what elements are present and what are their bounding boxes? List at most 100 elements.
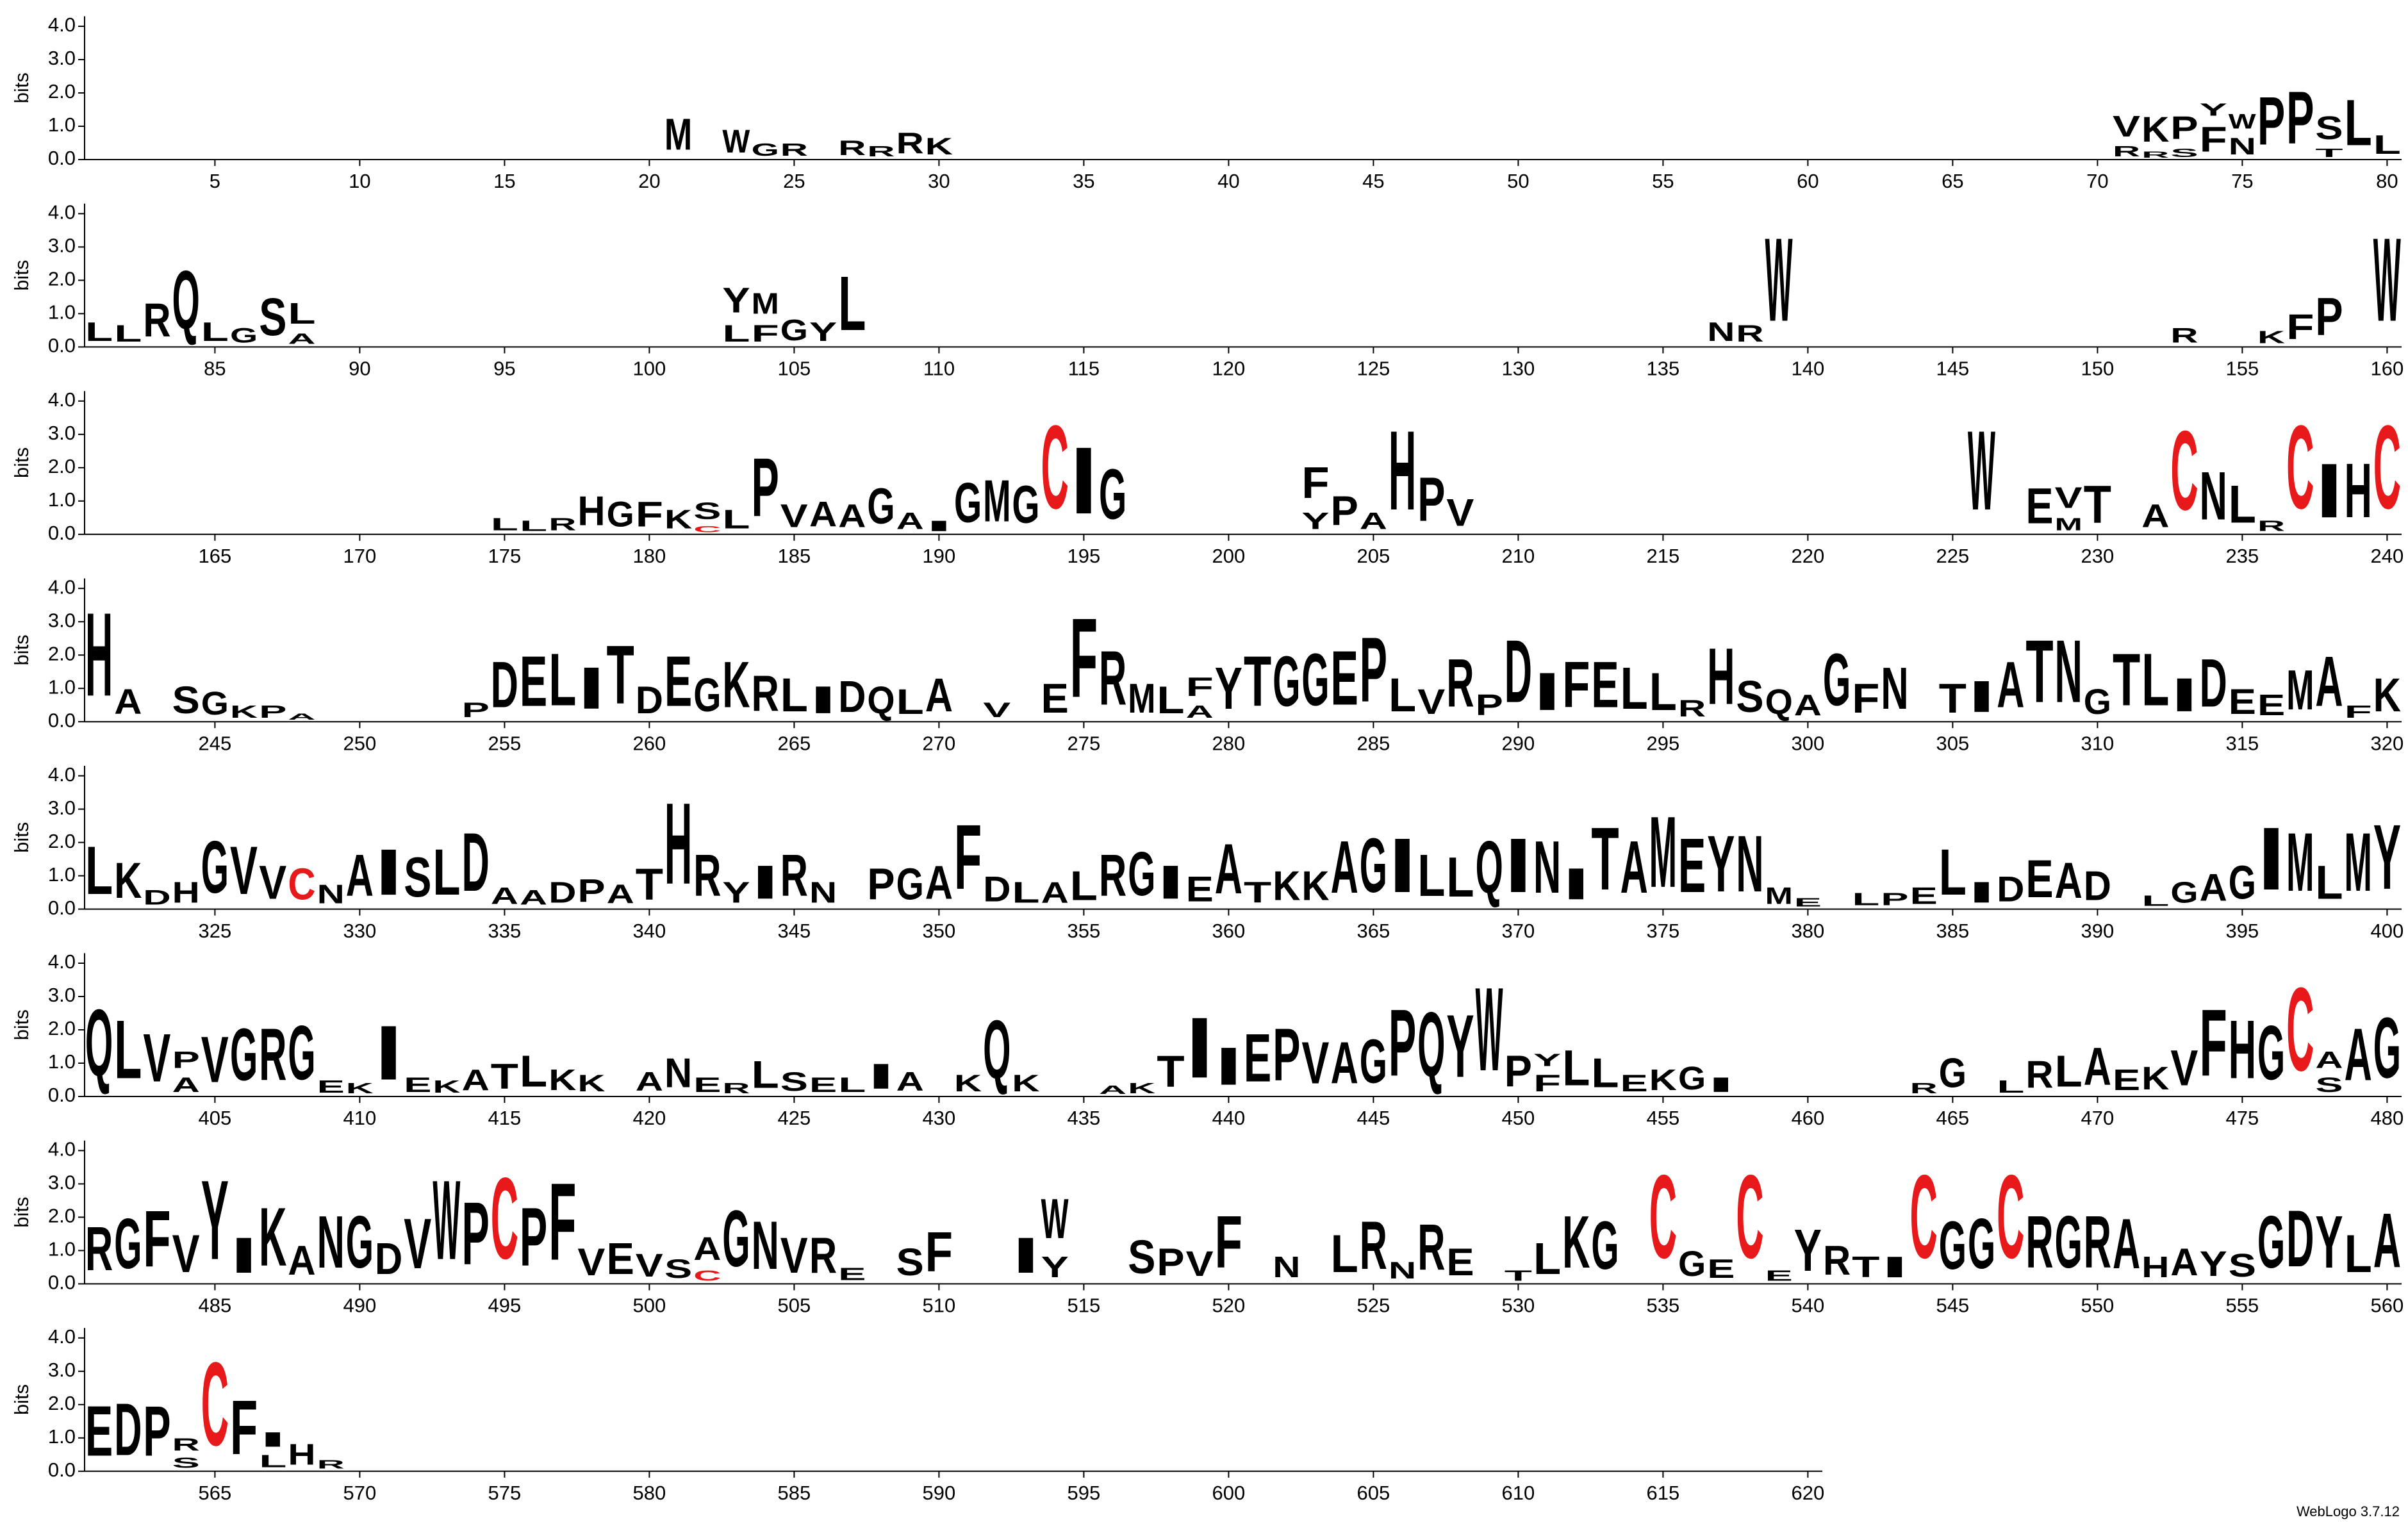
logo-letter: R: [1736, 320, 1763, 347]
logo-letter: E: [1678, 822, 1706, 909]
x-tick-label: 585: [778, 1482, 811, 1504]
y-tick-label: 2.0: [48, 80, 76, 103]
logo-letter: S: [2315, 110, 2343, 146]
logo-letter: G: [2170, 876, 2198, 909]
logo-letter: K: [577, 1070, 605, 1096]
x-tick-label: 55: [1652, 170, 1674, 192]
logo-letter: P: [520, 1190, 547, 1284]
x-tick-label: 475: [2226, 1107, 2259, 1129]
y-tick-label: 0.0: [48, 335, 76, 357]
logo-letter: R: [896, 127, 924, 160]
logo-letter: M: [2055, 514, 2082, 534]
x-tick-label: 220: [1792, 545, 1825, 567]
logo-letter: W: [1968, 408, 1995, 534]
logo-letter: M: [1128, 675, 1155, 722]
logo-letter: E: [1765, 1268, 1793, 1284]
logo-letter: E: [1620, 1070, 1648, 1097]
logo-letter: E: [1794, 896, 1822, 909]
logo-letter: D: [114, 1387, 142, 1471]
logo-letter: F: [1301, 457, 1329, 507]
logo-letter: D: [2200, 646, 2227, 722]
logo-letter: L: [1012, 875, 1039, 909]
logo-letter: S: [896, 1241, 924, 1284]
logo-letter: A: [288, 712, 315, 722]
x-tick-label: 150: [2081, 358, 2115, 380]
logo-letter: P: [462, 699, 490, 722]
logo-letter: N: [1273, 1251, 1300, 1284]
logo-letter: M: [664, 110, 692, 160]
logo-letter: N: [1707, 317, 1735, 347]
logo-letter: G: [2257, 1202, 2285, 1284]
logo-letter: G: [1360, 822, 1387, 909]
logo-letter: V: [1446, 491, 1474, 534]
logo-letter: K: [1128, 1080, 1156, 1096]
logo-letter: T: [2113, 639, 2140, 722]
logo-letter: G: [1823, 639, 1851, 722]
logo-letter: L: [1417, 843, 1445, 909]
x-tick-label: 470: [2081, 1107, 2115, 1129]
logo-letter: E: [404, 1073, 431, 1096]
logo-letter: S: [1128, 1230, 1155, 1284]
x-tick-label: 230: [2081, 545, 2115, 567]
y-tick-label: 1.0: [48, 488, 76, 511]
logo-letter: Y: [1794, 1217, 1822, 1283]
logo-letter: P: [2286, 76, 2314, 159]
logo-letter: F: [2345, 702, 2372, 722]
x-tick-label: 110: [923, 358, 955, 380]
x-tick-label: 275: [1068, 732, 1101, 754]
logo-letter: Y: [722, 875, 750, 909]
logo-letter: L: [1939, 835, 1967, 909]
logo-letter: A: [1215, 829, 1242, 909]
x-tick-label: 485: [199, 1295, 232, 1317]
logo-letter: I: [2170, 668, 2198, 722]
logo-letter: P: [2257, 83, 2285, 160]
logo-letter: E: [520, 643, 547, 722]
y-tick-label: 0.0: [48, 709, 76, 731]
logo-letter: N: [1533, 825, 1561, 909]
y-tick-label: 0.0: [48, 897, 76, 919]
x-tick-label: 355: [1068, 920, 1101, 942]
x-tick-label: 410: [343, 1107, 377, 1129]
logo-letter: H: [2345, 449, 2372, 534]
logo-letter: L: [520, 1046, 547, 1096]
logo-letter: A: [288, 330, 315, 347]
logo-letter: A: [896, 1066, 924, 1096]
x-tick-label: 440: [1212, 1107, 1246, 1129]
logo-letter: I: [1968, 672, 1995, 722]
x-tick-label: 205: [1357, 545, 1390, 567]
logo-letter: S: [664, 1254, 692, 1284]
logo-letter: E: [1331, 634, 1358, 722]
x-tick-label: 80: [2376, 170, 2398, 192]
logo-letter: A: [1331, 1029, 1358, 1096]
x-tick-label: 165: [199, 545, 232, 567]
y-tick-label: 3.0: [48, 47, 76, 69]
logo-letter: A: [2170, 1241, 2198, 1284]
logo-letter: G: [230, 1014, 258, 1096]
logo-letter: R: [2257, 518, 2285, 534]
x-tick-label: 20: [638, 170, 660, 192]
x-tick-label: 545: [1936, 1295, 1970, 1317]
logo-letter: R: [1446, 646, 1474, 722]
logo-letter: D: [375, 1234, 402, 1284]
logo-letter: S: [404, 847, 431, 909]
logo-letter: M: [2345, 815, 2372, 909]
logo-letter: N: [2229, 133, 2256, 160]
x-tick-label: 605: [1357, 1482, 1390, 1504]
x-tick-label: 615: [1647, 1482, 1680, 1504]
logo-letter: P: [259, 702, 286, 722]
logo-letter: G: [896, 859, 924, 909]
y-tick-label: 3.0: [48, 1359, 76, 1381]
logo-letter: A: [925, 856, 953, 909]
logo-letter: L: [259, 1452, 286, 1471]
logo-letter: C: [693, 1267, 721, 1284]
logo-letter: N: [1736, 818, 1763, 908]
logo-letter: E: [693, 1073, 721, 1096]
logo-letter: R: [2025, 1053, 2053, 1096]
logo-letter: A: [346, 842, 374, 909]
logo-letter: A: [636, 1066, 663, 1096]
x-tick-label: 490: [343, 1295, 377, 1317]
logo-letter: G: [780, 313, 808, 347]
logo-letter: L: [491, 515, 518, 534]
logo-letter: Q: [1476, 827, 1503, 909]
logo-letter: L: [2345, 86, 2372, 160]
